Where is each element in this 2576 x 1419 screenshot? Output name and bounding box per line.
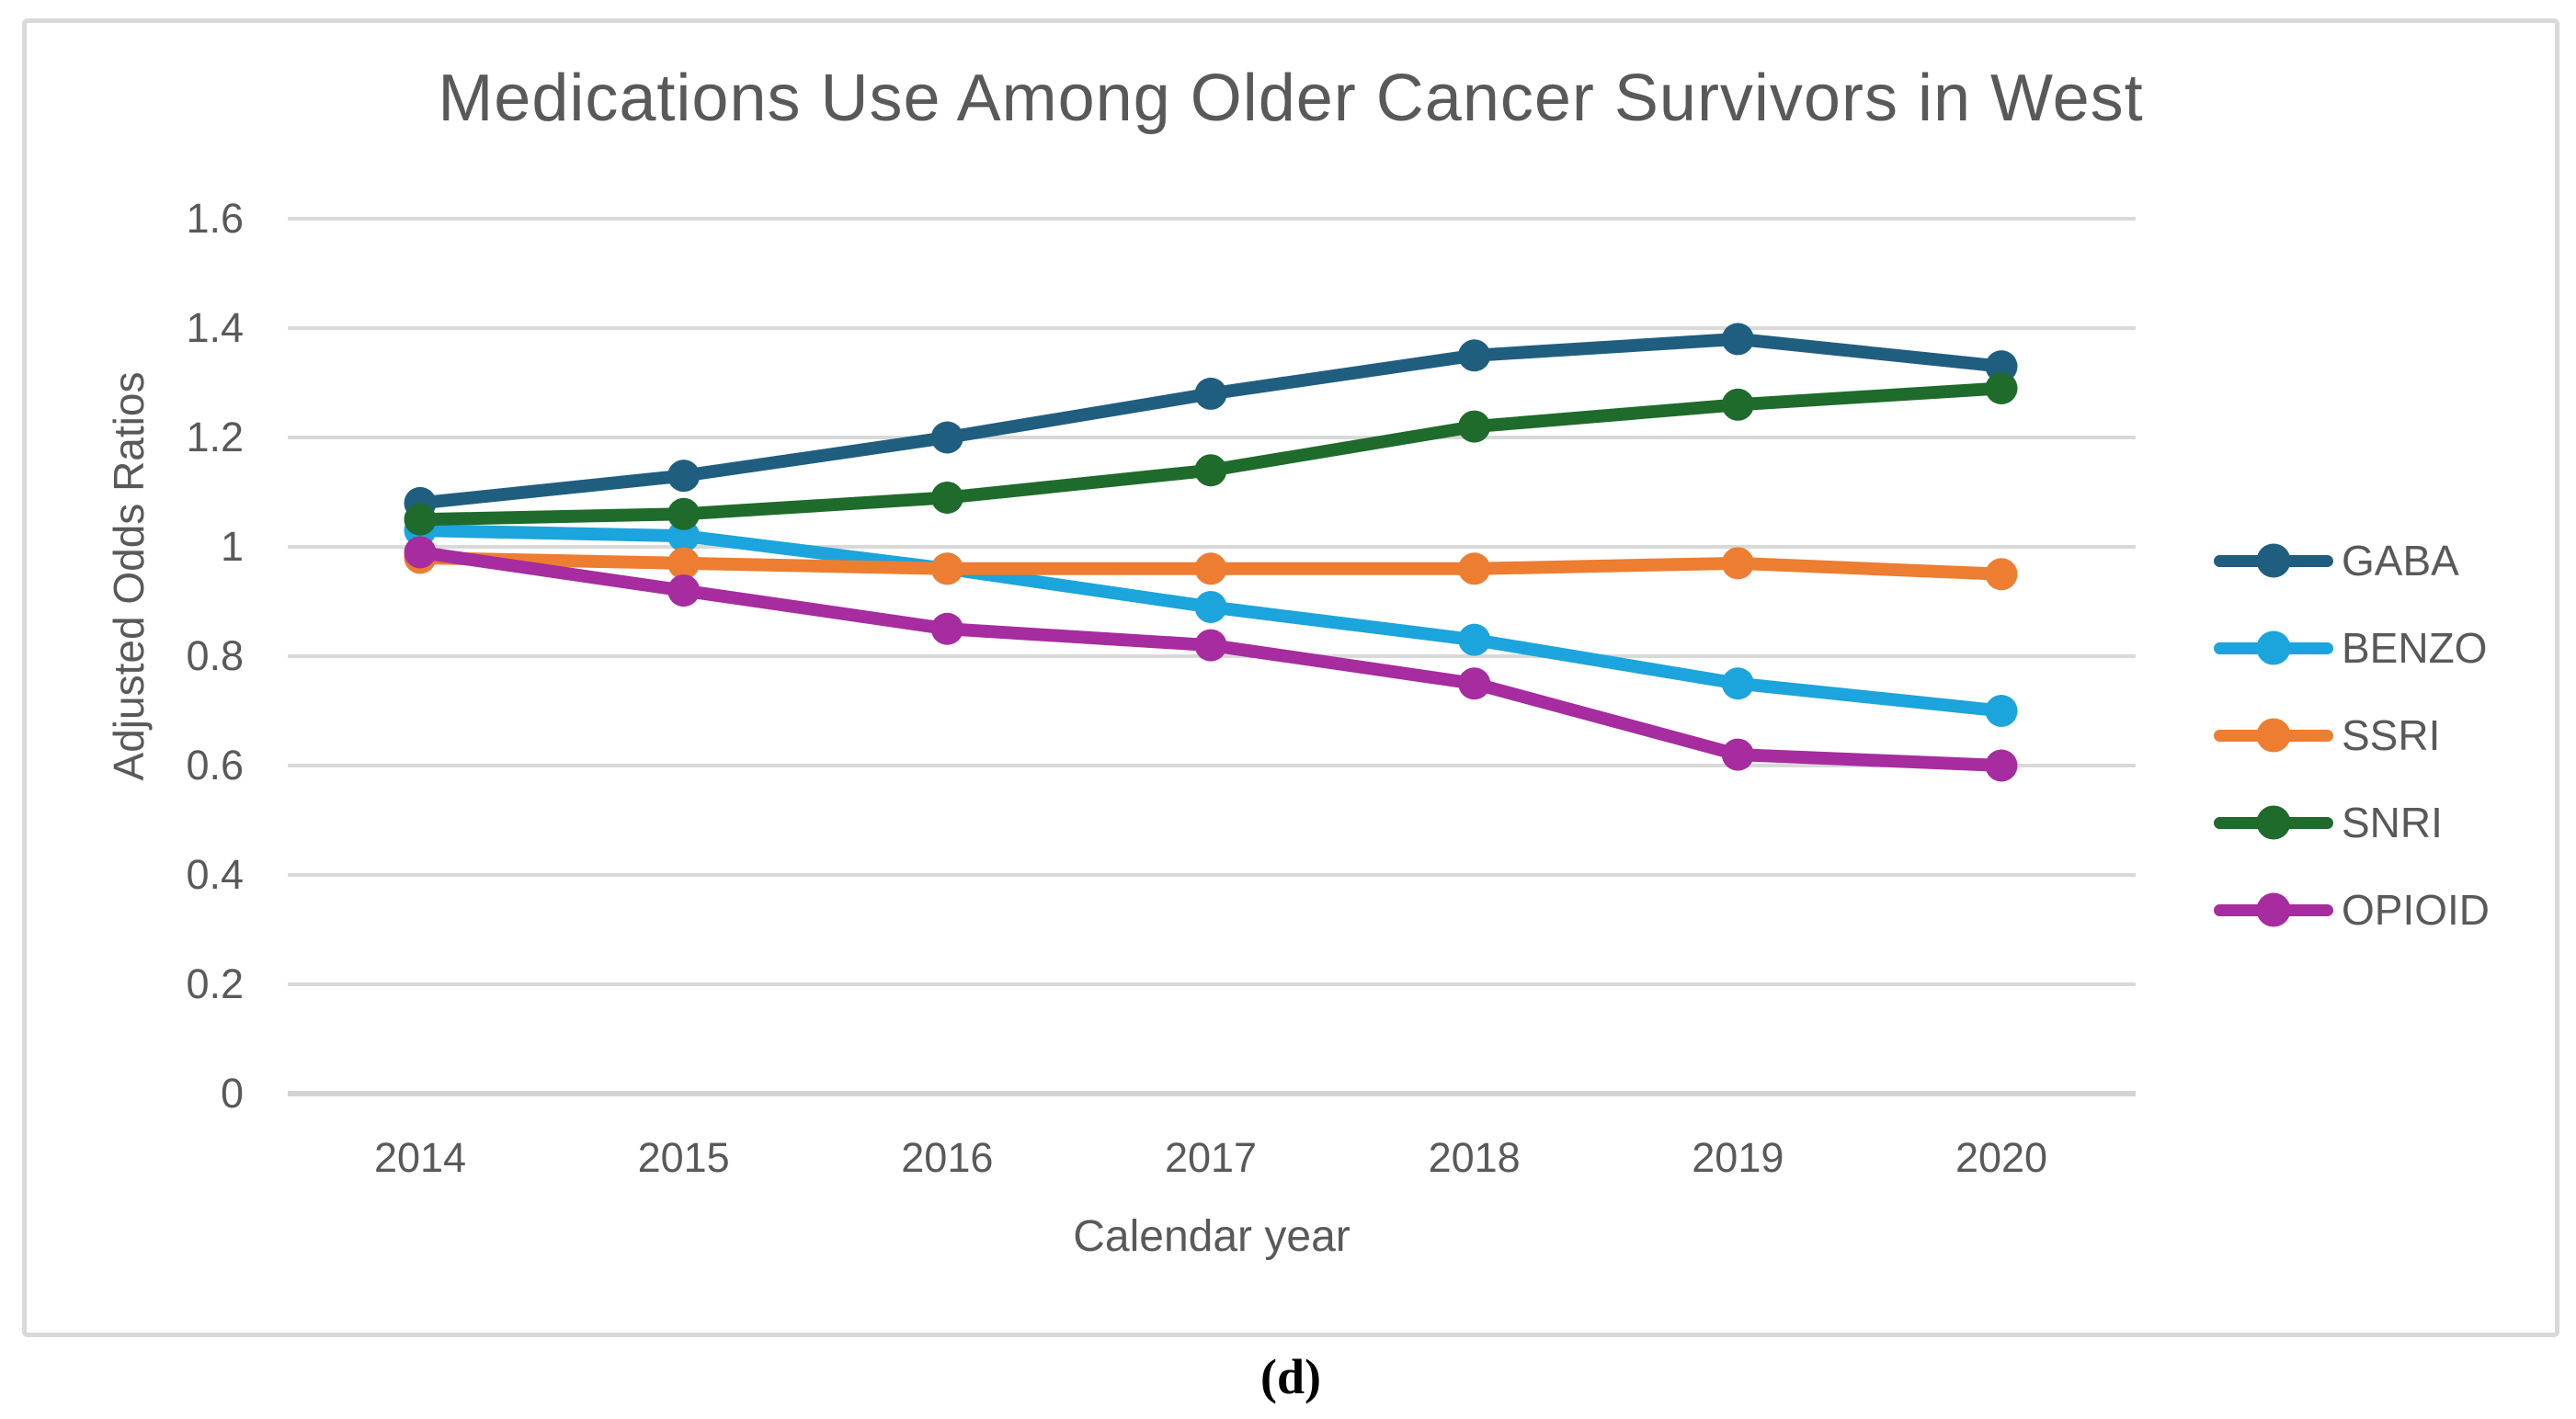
y-axis-tick-label: 1.6 [186,195,244,242]
data-point-marker-opioid [1985,749,2018,782]
y-axis-title: Adjusted Odds Ratios [105,371,153,781]
legend-label: BENZO [2342,624,2488,672]
legend-dot-icon [2256,805,2291,840]
data-point-marker-opioid [1194,629,1227,662]
chart-frame [22,18,2559,1337]
legend-dot-icon [2256,543,2291,578]
data-point-marker-snri [404,503,437,536]
data-point-marker-benzo [1194,590,1227,623]
legend-label: GABA [2342,537,2459,585]
data-point-marker-benzo [1458,623,1491,656]
legend-line-marker-icon [2214,892,2333,927]
y-axis-tick-label: 0.2 [186,960,244,1007]
data-point-marker-opioid [1721,738,1754,771]
legend-dot-icon [2256,892,2291,927]
data-point-marker-snri [930,481,963,514]
data-point-marker-gaba [1458,339,1491,372]
data-point-marker-snri [667,497,701,530]
legend-dot-icon [2256,718,2291,753]
data-point-marker-ssri [1194,552,1227,585]
data-point-marker-ssri [667,547,701,580]
data-point-marker-gaba [1194,377,1227,410]
legend-line-marker-icon [2214,718,2333,753]
legend-line-marker-icon [2214,543,2333,578]
data-point-marker-opioid [930,612,963,645]
legend-item-gaba: GABA [2214,537,2459,585]
x-axis-tick-label: 2020 [1955,1134,2048,1181]
x-axis-tick-label: 2016 [901,1134,994,1181]
data-point-marker-ssri [1458,552,1491,585]
x-axis-tick-label: 2015 [637,1134,730,1181]
x-axis-title: Calendar year [1073,1212,1351,1261]
data-point-marker-gaba [1721,323,1754,356]
legend-dot-icon [2256,630,2291,665]
data-point-marker-gaba [667,460,701,493]
data-point-marker-snri [1985,371,2018,404]
legend-item-snri: SNRI [2214,799,2443,846]
legend-item-ssri: SSRI [2214,711,2441,759]
figure-caption: (d) [1260,1349,1321,1404]
data-point-marker-ssri [1721,547,1754,580]
data-point-marker-opioid [404,536,437,569]
x-axis-tick-label: 2017 [1164,1134,1258,1181]
y-axis-tick-label: 0 [220,1070,244,1117]
data-point-marker-ssri [1985,558,2018,591]
chart-title: Medications Use Among Older Cancer Survi… [438,62,2144,135]
x-axis-tick-label: 2019 [1692,1134,1784,1181]
legend-item-benzo: BENZO [2214,624,2488,672]
data-point-marker-snri [1194,454,1227,487]
legend-line-marker-icon [2214,805,2333,840]
data-point-marker-ssri [930,552,963,585]
y-axis-tick-label: 0.6 [186,742,244,789]
legend-line-marker-icon [2214,630,2333,665]
legend-label: OPIOID [2342,886,2491,934]
data-point-marker-snri [1721,388,1754,421]
data-point-marker-gaba [930,421,963,454]
y-axis-tick-label: 1.4 [186,304,244,351]
y-axis-tick-label: 0.8 [186,632,244,679]
data-point-marker-opioid [1458,667,1491,700]
legend-label: SSRI [2342,711,2441,759]
y-axis-tick-label: 1 [220,523,244,570]
x-axis-tick-label: 2014 [373,1134,467,1181]
x-axis-tick-label: 2018 [1428,1134,1521,1181]
data-point-marker-opioid [667,574,701,607]
y-axis-tick-label: 0.4 [186,851,244,898]
data-point-marker-benzo [1721,667,1754,700]
y-axis-tick-label: 1.2 [186,414,244,460]
data-point-marker-snri [1458,410,1491,443]
legend-label: SNRI [2342,799,2443,846]
legend-item-opioid: OPIOID [2214,886,2491,934]
data-point-marker-benzo [1985,695,2018,727]
